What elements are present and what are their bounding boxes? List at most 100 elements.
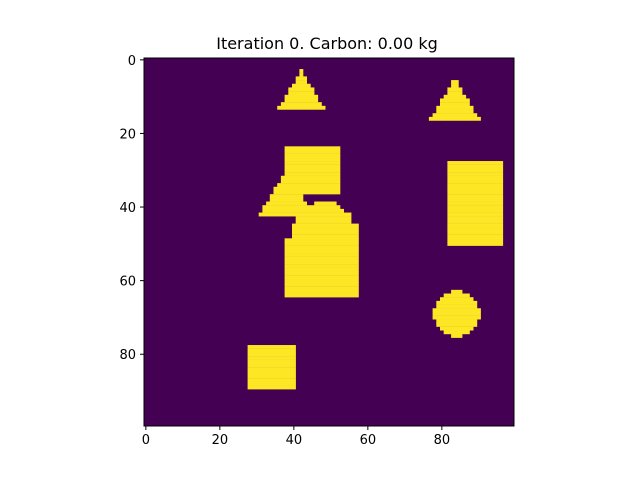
heatmap-cell-run (247, 345, 296, 349)
heatmap-cell-run (440, 297, 474, 302)
heatmap-cell-run (284, 256, 359, 261)
heatmap-cell-run (247, 381, 296, 386)
heatmap-cell-run (447, 183, 504, 187)
heatmap-cell-run (284, 271, 359, 276)
heatmap-cell-run (447, 87, 463, 92)
heatmap-cell-run (292, 227, 359, 232)
heatmap-cell-run (295, 219, 352, 224)
heatmap-cell-run (284, 242, 359, 246)
heatmap-cell-run (436, 105, 474, 110)
heatmap-cell-run (447, 216, 504, 221)
heatmap-cell-run (447, 219, 504, 224)
heatmap-cell-run (262, 205, 341, 210)
heatmap-cell-run (277, 183, 341, 187)
heatmap-cell-run (284, 293, 359, 298)
heatmap-cell-run (447, 212, 504, 217)
y-axis: 0 20 40 60 80 (119, 54, 144, 363)
heatmap-cell-run (280, 102, 322, 107)
heatmap-cell-run (447, 175, 504, 180)
heatmap-cell-run (299, 69, 304, 73)
heatmap-cell-run (432, 311, 481, 316)
heatmap-cell-run (247, 385, 296, 390)
heatmap-cell-run (284, 267, 359, 272)
heatmap-cell-run (247, 359, 296, 364)
heatmap-cell-run (284, 172, 341, 176)
heatmap-cell-run (436, 304, 478, 309)
heatmap-cell-run (451, 83, 459, 88)
heatmap-cell-run (247, 356, 296, 360)
heatmap-cell-run (436, 109, 474, 114)
heatmap-cell-run (292, 83, 311, 88)
x-tick-label: 20 (212, 433, 229, 448)
heatmap-cell-run (284, 153, 341, 158)
heatmap-cell-run (432, 315, 481, 320)
heatmap-cell-run (440, 326, 474, 331)
heatmap-cell-run (284, 275, 359, 279)
y-tick-label: 0 (128, 54, 136, 69)
heatmap-cell-run (447, 172, 504, 176)
heatmap-cell-run (447, 190, 504, 195)
heatmap-cell-run (284, 278, 359, 283)
heatmap-cell-run (447, 208, 504, 213)
heatmap-cell-run (292, 234, 359, 239)
heatmap-cell-run (447, 201, 504, 206)
y-tick-label: 60 (119, 275, 136, 290)
heatmap-cell-run (284, 150, 341, 154)
heatmap-cell-run (451, 334, 463, 338)
heatmap-cell-run (440, 102, 470, 107)
heatmap-cell-run (447, 205, 504, 210)
heatmap-cell-run (284, 238, 359, 243)
heatmap-cell-run (292, 230, 359, 235)
heatmap-cell-run (314, 201, 337, 206)
heatmap-cell-run (447, 230, 504, 235)
heatmap-cell-run (258, 212, 352, 217)
heatmap-cell-run (447, 91, 463, 95)
heatmap-cell-run (451, 80, 459, 84)
heatmap-cell-run (432, 113, 478, 118)
x-tick-label: 40 (286, 433, 303, 448)
heatmap-cell-run (284, 98, 319, 103)
heatmap-cell-run (447, 179, 504, 184)
heatmap-cell-run (247, 374, 296, 379)
heatmap-cell-run (280, 175, 341, 180)
heatmap-cell-run (288, 91, 315, 95)
heatmap-cell-run (436, 300, 478, 305)
heatmap-cell-run (295, 76, 307, 81)
heatmap-cell-run (284, 260, 359, 265)
heatmap-cell-run (451, 289, 463, 294)
heatmap-cell-run (247, 352, 296, 357)
heatmap-cell-run (447, 194, 504, 199)
axes-frame (143, 57, 515, 427)
heatmap-cell-run (284, 94, 319, 99)
heatmap-cell-run (247, 370, 296, 375)
heatmap-cell-run (284, 245, 359, 250)
heatmap-cell-run (280, 179, 341, 184)
x-tick-label: 0 (142, 433, 150, 448)
heatmap-cell-run (284, 157, 341, 162)
heatmap-cell-run (284, 264, 359, 268)
heatmap-cell-run (447, 186, 504, 191)
heatmap-cell-run (436, 319, 478, 324)
heatmap-cell-run (277, 105, 326, 110)
heatmap-cell-run (247, 378, 296, 383)
heatmap-cell-run (295, 80, 307, 84)
heatmap-cell-run (447, 164, 504, 169)
heatmap-cell-run (262, 208, 344, 213)
heatmap-cell-run (273, 190, 341, 195)
y-tick-label: 40 (119, 201, 136, 216)
heatmap-cell-run (428, 116, 481, 121)
heatmap-cell-run (443, 94, 467, 99)
y-tick-label: 20 (119, 127, 136, 142)
heatmap-cell-run (447, 227, 504, 232)
heatmap-cell-run (284, 286, 359, 291)
heatmap-cell-run (284, 146, 341, 151)
heatmap-cell-run (247, 367, 296, 371)
heatmap-cell-run (284, 289, 359, 294)
heatmap-cell-run (284, 168, 341, 173)
chart-title: Iteration 0. Carbon: 0.00 kg (216, 34, 438, 53)
heatmap-cell-run (447, 242, 504, 246)
heatmap-cell-run (269, 197, 304, 202)
x-axis: 0 20 40 60 80 (142, 426, 450, 448)
heatmap-cell-run (299, 72, 304, 77)
